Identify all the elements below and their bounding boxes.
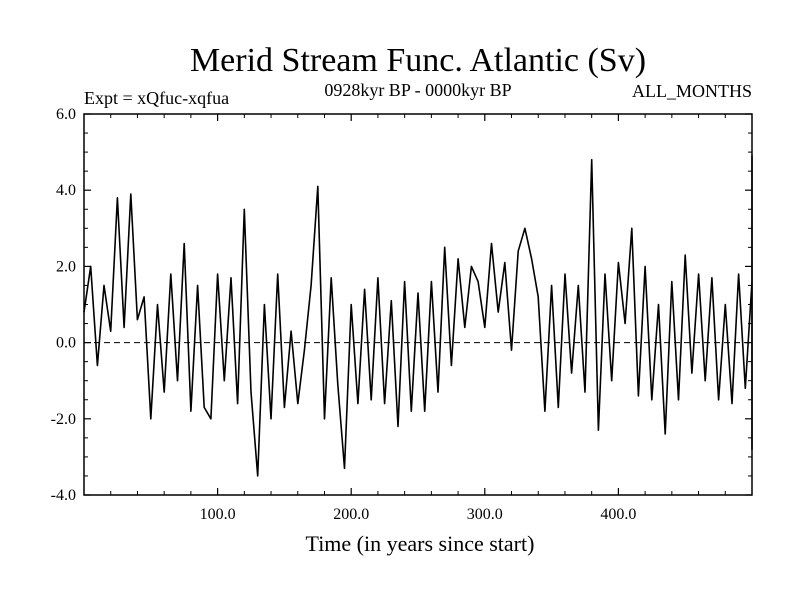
y-tick-label: 0.0: [56, 335, 76, 352]
x-tick-label: 300.0: [467, 506, 503, 523]
months-label: ALL_MONTHS: [632, 81, 752, 101]
y-tick-label: -2.0: [51, 411, 76, 428]
y-tick-label: 6.0: [56, 106, 76, 123]
y-tick-label: 2.0: [56, 258, 76, 275]
y-tick-label: 4.0: [56, 182, 76, 199]
y-tick-label: -4.0: [51, 487, 76, 504]
time-range-label: 0928kyr BP - 0000kyr BP: [324, 80, 511, 100]
x-tick-label: 400.0: [600, 506, 636, 523]
chart-title: Merid Stream Func. Atlantic (Sv): [190, 42, 646, 79]
x-axis-label: Time (in years since start): [306, 531, 535, 556]
x-tick-label: 200.0: [333, 506, 369, 523]
plot-frame: [83, 113, 753, 496]
experiment-label: Expt = xQfuc-xqfua: [84, 88, 229, 108]
x-tick-label: 100.0: [200, 506, 236, 523]
